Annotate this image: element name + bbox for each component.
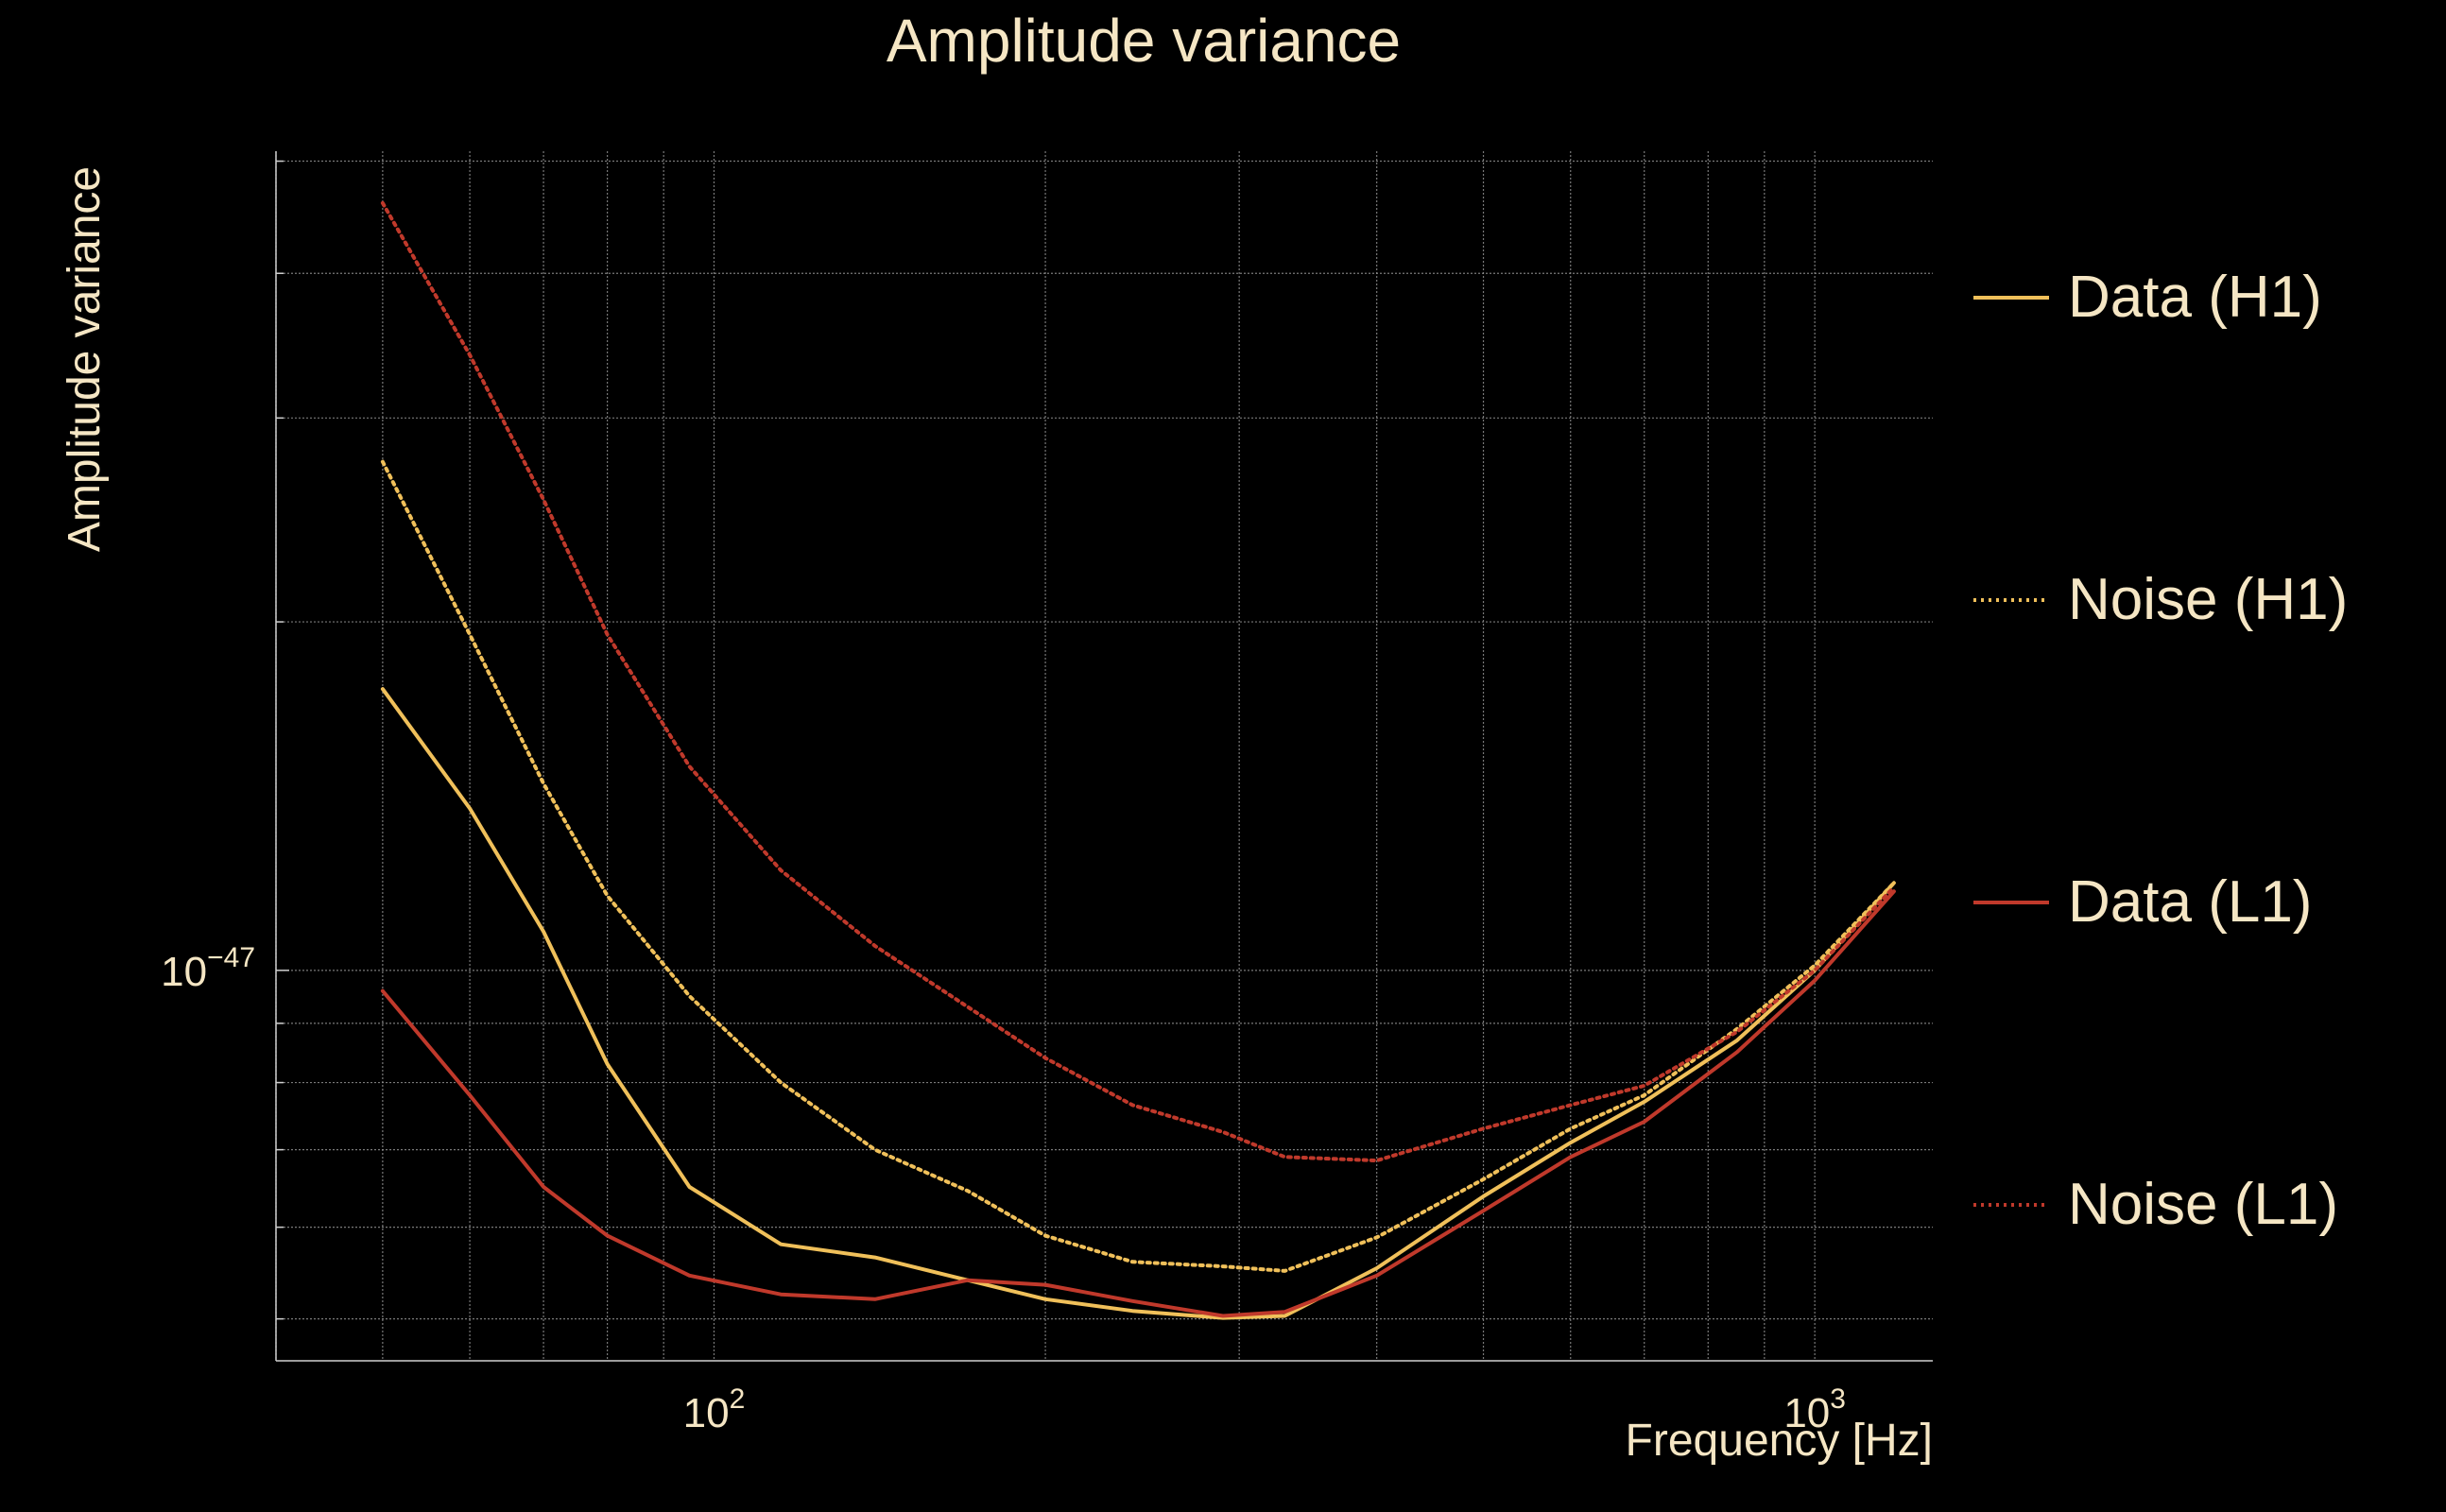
y-axis-label: Amplitude variance	[60, 166, 110, 552]
y-tick-label-base: 10	[161, 949, 207, 995]
legend-label-4: Noise (L1)	[2068, 1172, 2338, 1237]
x-tick-label-exponent: 2	[730, 1383, 746, 1415]
legend-label-3: Data (L1)	[2068, 869, 2312, 935]
legend-label-2: Noise (H1)	[2068, 567, 2348, 632]
x-axis-label: Frequency [Hz]	[1626, 1416, 1933, 1466]
chart-title: Amplitude variance	[887, 7, 1401, 75]
y-tick-label-exponent: −47	[207, 942, 255, 973]
x-tick-label-base: 10	[683, 1390, 730, 1436]
x-tick-label-exponent: 3	[1830, 1383, 1846, 1415]
legend-label-1: Data (H1)	[2068, 265, 2322, 330]
